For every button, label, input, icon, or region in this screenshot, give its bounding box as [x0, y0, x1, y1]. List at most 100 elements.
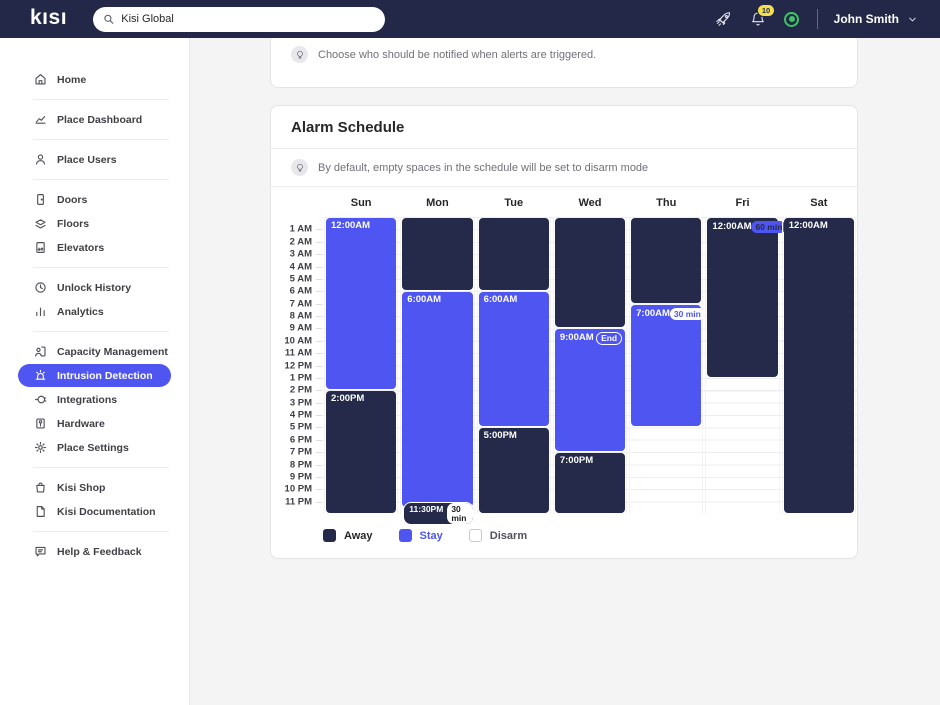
sidebar-divider — [33, 99, 169, 100]
online-status-icon — [784, 11, 800, 27]
day-column-sat[interactable]: 12:00AM — [781, 217, 856, 514]
shopping-bag-icon — [33, 481, 47, 495]
search-box[interactable] — [93, 6, 386, 32]
day-column-mon[interactable]: 6:00AM 11:30PM 30 min — [400, 217, 475, 526]
sidebar-item-integrations[interactable]: Integrations — [18, 388, 171, 411]
day-header-thu: Thu — [656, 197, 677, 209]
day-column-tue[interactable]: 6:00AM 5:00PM — [476, 217, 551, 514]
hour-label: 1 PM — [289, 372, 312, 384]
sidebar-item-label: Kisi Shop — [57, 481, 106, 494]
sidebar-item-analytics[interactable]: Analytics — [18, 300, 171, 323]
schedule-block-away[interactable]: 7:00PM — [554, 453, 626, 513]
schedule-block-stay[interactable]: 6:00AM — [478, 292, 549, 427]
sidebar-item-kisi-shop[interactable]: Kisi Shop — [18, 476, 171, 499]
user-menu[interactable]: John Smith — [834, 12, 918, 26]
sidebar-item-label: Unlock History — [57, 281, 132, 294]
elevator-icon — [33, 241, 47, 255]
sidebar-item-place-users[interactable]: Place Users — [18, 148, 171, 171]
sidebar-item-label: Floors — [57, 217, 90, 230]
day-column-sun[interactable]: 12:00AM 2:00PM — [324, 217, 399, 514]
hour-label: 4 AM — [289, 261, 312, 272]
day-header-wed: Wed — [578, 197, 602, 209]
sidebar-divider — [33, 531, 169, 532]
schedule-block-away[interactable]: 12:00AM — [783, 218, 854, 513]
legend-swatch — [323, 529, 336, 542]
day-column-thu[interactable]: 7:00AM 30 min — [629, 217, 705, 514]
hour-label: 2 AM — [289, 236, 312, 248]
sidebar-item-place-settings[interactable]: Place Settings — [18, 436, 171, 459]
schedule-block-away[interactable]: 5:00PM — [478, 428, 549, 513]
day-column-wed[interactable]: 9:00AM End 7:00PM — [552, 217, 628, 514]
schedule-block-stay[interactable]: 6:00AM — [402, 292, 473, 507]
day-column-fri[interactable]: 12:00AM 60 min — [705, 217, 787, 514]
whats-new-button[interactable] — [715, 10, 733, 28]
sidebar-item-place-dashboard[interactable]: Place Dashboard — [18, 108, 171, 131]
day-header-fri: Fri — [735, 197, 750, 209]
floors-icon — [33, 217, 47, 231]
capacity-icon — [33, 345, 47, 359]
block-start-time: 2:00PM — [331, 393, 365, 405]
hour-label: 9 AM — [289, 322, 312, 334]
sidebar-item-home[interactable]: Home — [18, 68, 171, 91]
legend-swatch — [398, 529, 412, 542]
sidebar-item-label: Help & Feedback — [57, 545, 142, 558]
gear-icon — [33, 441, 47, 455]
hour-label: 10 PM — [284, 483, 312, 495]
siren-icon — [33, 369, 47, 383]
sidebar-divider — [33, 139, 169, 140]
search-input[interactable] — [121, 13, 376, 25]
block-badge: End — [596, 332, 623, 345]
schedule-block-away[interactable] — [478, 218, 549, 291]
hour-tick — [316, 291, 322, 293]
block-start-time: 12:00AM — [712, 220, 752, 232]
legend-item-away: Away — [323, 529, 373, 542]
sidebar-item-unlock-history[interactable]: Unlock History — [18, 276, 171, 299]
hour-tick — [316, 254, 322, 256]
user-icon — [33, 153, 47, 167]
sidebar-item-elevators[interactable]: Elevators — [18, 236, 171, 259]
schedule-tip-text: By default, empty spaces in the schedule… — [318, 161, 649, 174]
sidebar-item-doors[interactable]: Doors — [18, 188, 171, 211]
hour-label: 9 PM — [289, 471, 312, 483]
hour-tick — [316, 365, 322, 367]
notifications-settings-card: Choose who should be notified when alert… — [270, 38, 858, 88]
block-end-badge: 11:30PM 30 min — [403, 501, 474, 526]
sidebar-divider — [33, 179, 169, 180]
sidebar-divider — [33, 267, 169, 268]
sidebar-item-capacity-management[interactable]: Capacity Management — [18, 340, 171, 363]
schedule-block-stay[interactable]: 9:00AM End — [554, 329, 626, 452]
hour-tick — [316, 427, 322, 429]
clock-icon — [33, 281, 47, 295]
schedule-block-away[interactable]: 12:00AM 60 min — [707, 218, 787, 377]
schedule-block-away[interactable] — [554, 218, 626, 328]
hour-label: 7 PM — [289, 446, 312, 458]
schedule-block-away[interactable]: 2:00PM — [326, 391, 397, 513]
block-badge: 60 min — [751, 221, 787, 234]
hour-tick — [316, 390, 322, 392]
block-start-time: 6:00AM — [407, 294, 442, 306]
sidebar-item-kisi-documentation[interactable]: Kisi Documentation — [18, 500, 171, 523]
kisi-logo[interactable]: kısı — [30, 6, 68, 29]
day-headers: Sun Mon Tue Wed Thu Fri Sat — [323, 197, 857, 217]
notification-count-badge: 10 — [757, 4, 775, 17]
block-badge: 30 min — [669, 307, 705, 320]
hour-tick — [316, 402, 322, 404]
sidebar-item-floors[interactable]: Floors — [18, 212, 171, 235]
chevron-down-icon — [909, 17, 916, 21]
block-duration: 30 min — [447, 502, 473, 525]
schedule-block-stay[interactable]: 12:00AM — [326, 218, 397, 390]
schedule-block-away[interactable] — [402, 218, 473, 291]
hour-label: 6 PM — [289, 434, 312, 446]
schedule-block-stay[interactable]: 7:00AM 30 min — [631, 304, 705, 427]
hour-tick — [316, 278, 322, 280]
sidebar-item-intrusion-detection[interactable]: Intrusion Detection — [18, 364, 171, 387]
notifications-button[interactable]: 10 — [749, 4, 775, 28]
notify-tip-text: Choose who should be notified when alert… — [318, 48, 597, 61]
sidebar-divider — [33, 467, 169, 468]
schedule-block-away[interactable] — [631, 218, 702, 303]
rocket-icon — [716, 11, 731, 26]
sidebar-item-hardware[interactable]: Hardware — [18, 412, 171, 435]
status-indicator[interactable] — [783, 10, 801, 28]
sidebar-item-help-feedback[interactable]: Help & Feedback — [18, 540, 171, 563]
block-start-time: 7:00AM — [636, 307, 670, 319]
